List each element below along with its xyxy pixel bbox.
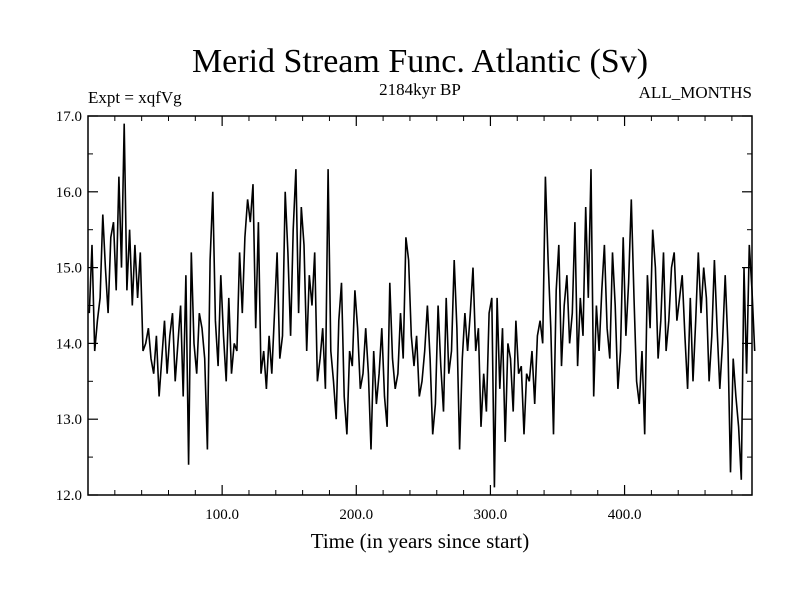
axes: 12.0 13.0 14.0 15.0 16.0 17.0 100.0 200.0 300.0 4… bbox=[56, 109, 752, 523]
plot-frame bbox=[87, 115, 753, 496]
x-tick-label: 400.0 bbox=[608, 507, 642, 523]
period-label: 2184kyr BP bbox=[379, 80, 461, 99]
x-tick-label: 300.0 bbox=[474, 507, 508, 523]
series-line bbox=[88, 123, 756, 488]
chart-title: Merid Stream Func. Atlantic (Sv) bbox=[192, 43, 648, 80]
x-tick-label: 100.0 bbox=[205, 507, 239, 523]
y-tick-label: 14.0 bbox=[56, 336, 82, 352]
y-tick-label: 13.0 bbox=[56, 412, 82, 428]
series-group bbox=[88, 123, 756, 488]
x-axis-label: Time (in years since start) bbox=[311, 529, 530, 553]
months-label: ALL_MONTHS bbox=[639, 83, 752, 102]
experiment-label: Expt = xqfVg bbox=[88, 88, 182, 107]
x-tick-label: 200.0 bbox=[339, 507, 373, 523]
y-tick-label: 17.0 bbox=[56, 109, 82, 125]
y-tick-label: 15.0 bbox=[56, 261, 82, 277]
y-tick-label: 12.0 bbox=[56, 488, 82, 504]
y-tick-label: 16.0 bbox=[56, 185, 82, 201]
